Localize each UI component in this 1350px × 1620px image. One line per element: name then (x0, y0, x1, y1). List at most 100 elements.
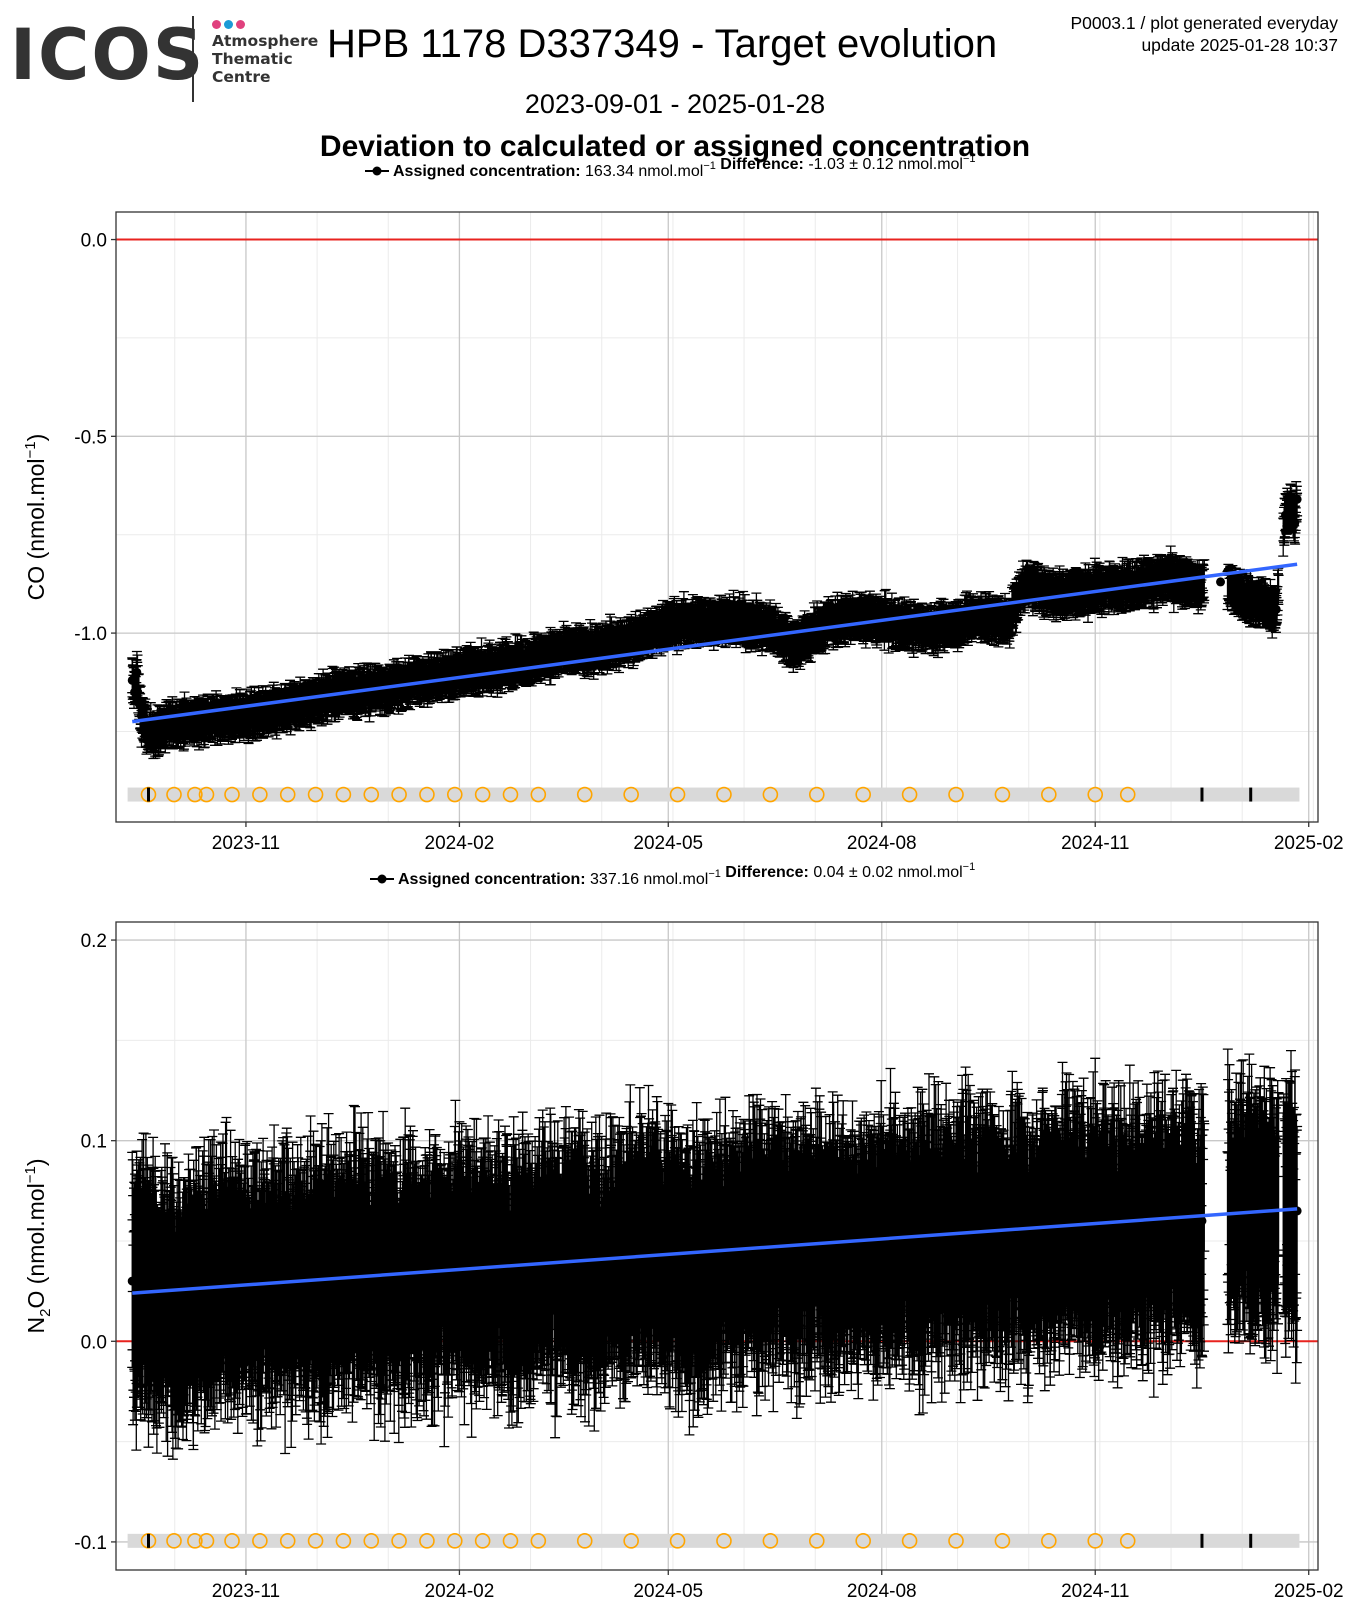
calibration-marker (187, 1533, 203, 1549)
calibration-marker (279, 786, 296, 803)
x-tick-label: 2024-05 (633, 1581, 703, 1602)
calibration-marker (994, 786, 1011, 803)
calibration-marker (446, 786, 463, 803)
data-point (898, 620, 908, 630)
legend-text: Assigned concentration: 337.16 nmol.mol−… (398, 861, 975, 888)
x-tick-label: 2024-08 (847, 1581, 917, 1602)
calibration-marker (948, 1533, 964, 1549)
legend-difference_value: -1.03 (804, 156, 845, 173)
chart-panel-2: Assigned concentration: 337.16 nmol.mol−… (22, 861, 1344, 1602)
data-point (663, 620, 673, 630)
calibration-marker (363, 1533, 380, 1549)
calibration-marker (855, 1533, 871, 1549)
legend: Assigned concentration: 163.34 nmol.mol−… (365, 153, 976, 180)
legend-assigned_value: 337.16 nmol.mol (586, 871, 709, 888)
y-axis-label: CO (nmol.mol−1) (22, 434, 49, 601)
data-point (487, 664, 497, 674)
legend-difference_label: Difference: (716, 156, 804, 173)
calibration-marker (901, 1533, 918, 1549)
logo-wordmark: ICOS (10, 14, 206, 96)
date-range: 2023-09-01 - 2025-01-28 (524, 89, 826, 119)
data-point (1264, 1216, 1274, 1226)
data-point (499, 1266, 509, 1276)
data-point (169, 1296, 179, 1306)
data-point (201, 715, 211, 725)
y-tick-label: -0.1 (74, 1533, 107, 1554)
data-point (1192, 581, 1202, 591)
chart-panel-1: Assigned concentration: 163.34 nmol.mol−… (22, 153, 1344, 854)
calibration-marker (669, 1533, 686, 1549)
calibration-marker (252, 1533, 268, 1549)
calibration-marker (391, 1533, 407, 1549)
trend-line (132, 562, 1298, 724)
data-point (921, 1236, 931, 1246)
calibration-marker (307, 786, 324, 803)
data-point (861, 612, 871, 622)
x-tick-label: 2025-02 (1274, 833, 1344, 854)
data-point (970, 612, 980, 622)
data-point (1197, 1216, 1207, 1226)
calibration-marker (530, 1533, 547, 1549)
data-point (127, 675, 137, 685)
data-point (1271, 604, 1281, 614)
x-tick-label: 2024-11 (1061, 833, 1129, 854)
calibration-marker (948, 786, 964, 803)
data-point (826, 616, 836, 626)
data-point (554, 648, 564, 658)
x-tick-label: 2025-02 (1274, 1581, 1344, 1602)
calibration-marker (502, 1533, 519, 1549)
calibration-marker (391, 786, 407, 803)
generation-info: P0003.1 / plot generated everyday update… (1070, 12, 1338, 56)
calibration-marker (623, 786, 639, 803)
calibration-marker (335, 1533, 352, 1549)
calibration-marker (901, 786, 918, 803)
gridlines (116, 212, 1318, 822)
data-point (403, 1276, 413, 1286)
legend-difference_pm: 0.12 nmol.mol (862, 156, 963, 173)
calibration-marker (307, 1533, 324, 1549)
data-point (932, 624, 942, 634)
calibration-marker (1087, 1533, 1104, 1549)
plot-frame (115, 921, 1319, 1571)
calibration-marker (808, 786, 825, 803)
calibration-marker (669, 786, 686, 803)
data-point (522, 656, 532, 666)
data-point (1281, 510, 1291, 520)
y-tick-label: 0.0 (81, 1332, 107, 1353)
calibration-marker (1119, 1533, 1136, 1549)
calibration-marker (198, 786, 215, 803)
data-point (791, 640, 801, 650)
y-tick-label: -0.5 (74, 427, 107, 448)
data-point (1236, 1196, 1246, 1206)
calibration-marker (474, 1533, 491, 1549)
logo-line-1: Atmosphere (212, 32, 319, 50)
legend: Assigned concentration: 337.16 nmol.mol−… (370, 861, 975, 888)
data-point (1111, 1226, 1121, 1236)
data-point (638, 1246, 648, 1256)
logo-line-3: Centre (212, 68, 271, 86)
x-tick-label: 2024-02 (425, 1581, 495, 1602)
calibration-marker (808, 1533, 825, 1549)
x-tick-label: 2024-05 (633, 833, 703, 854)
chart-subtitle: Deviation to calculated or assigned conc… (319, 130, 1031, 163)
data-point (768, 624, 778, 634)
data-point (132, 667, 142, 677)
calibration-marker (363, 786, 380, 803)
legend-assigned_value: 163.34 nmol.mol (581, 163, 704, 180)
trend-line (132, 1207, 1298, 1295)
data-point (137, 711, 147, 721)
data-point (169, 719, 179, 729)
x-tick-label: 2023-11 (212, 833, 280, 854)
calibration-marker (252, 786, 268, 803)
plot-frame (115, 211, 1319, 823)
data-point (1018, 1236, 1028, 1246)
calibration-marker (419, 1533, 435, 1549)
data-point (130, 687, 140, 697)
logo-line-2: Thematic (212, 50, 293, 68)
data-point (1290, 518, 1300, 528)
x-tick-label: 2024-08 (847, 833, 917, 854)
data-point (134, 699, 144, 709)
y-tick-label: 0.1 (81, 1132, 107, 1153)
calibration-marker (224, 786, 240, 803)
legend-difference_pm: 0.02 nmol.mol (862, 864, 963, 881)
